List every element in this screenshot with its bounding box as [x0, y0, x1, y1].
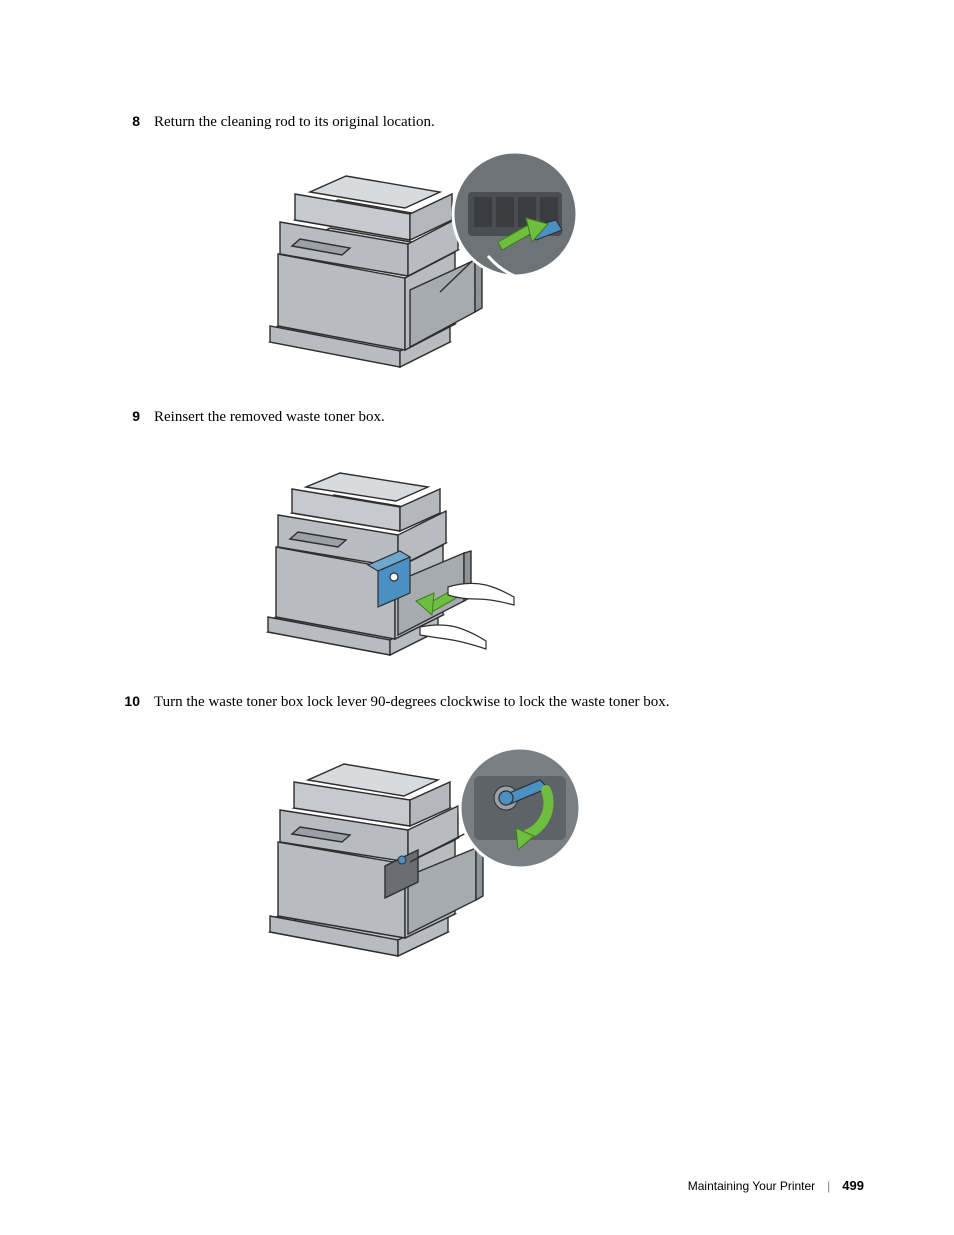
step-9: 9 Reinsert the removed waste toner box.	[100, 405, 864, 429]
manual-page: 8 Return the cleaning rod to its origina…	[0, 0, 954, 1235]
footer-section-title: Maintaining Your Printer	[688, 1179, 815, 1193]
step-8: 8 Return the cleaning rod to its origina…	[100, 110, 864, 134]
footer-divider: |	[827, 1179, 830, 1193]
printer-illustration-8	[250, 142, 590, 377]
step-10: 10 Turn the waste toner box lock lever 9…	[100, 690, 864, 714]
figure-lock-lever	[250, 722, 864, 967]
printer-illustration-9	[250, 437, 530, 662]
figure-cleaning-rod	[250, 142, 864, 377]
printer-illustration-10	[250, 722, 590, 967]
step-text: Return the cleaning rod to its original …	[154, 110, 864, 134]
step-text: Reinsert the removed waste toner box.	[154, 405, 864, 429]
step-number: 8	[100, 110, 154, 132]
figure-reinsert-box	[250, 437, 864, 662]
step-text: Turn the waste toner box lock lever 90-d…	[154, 690, 864, 714]
step-number: 9	[100, 405, 154, 427]
step-number: 10	[100, 690, 154, 712]
page-footer: Maintaining Your Printer | 499	[688, 1178, 864, 1193]
page-number: 499	[842, 1178, 864, 1193]
